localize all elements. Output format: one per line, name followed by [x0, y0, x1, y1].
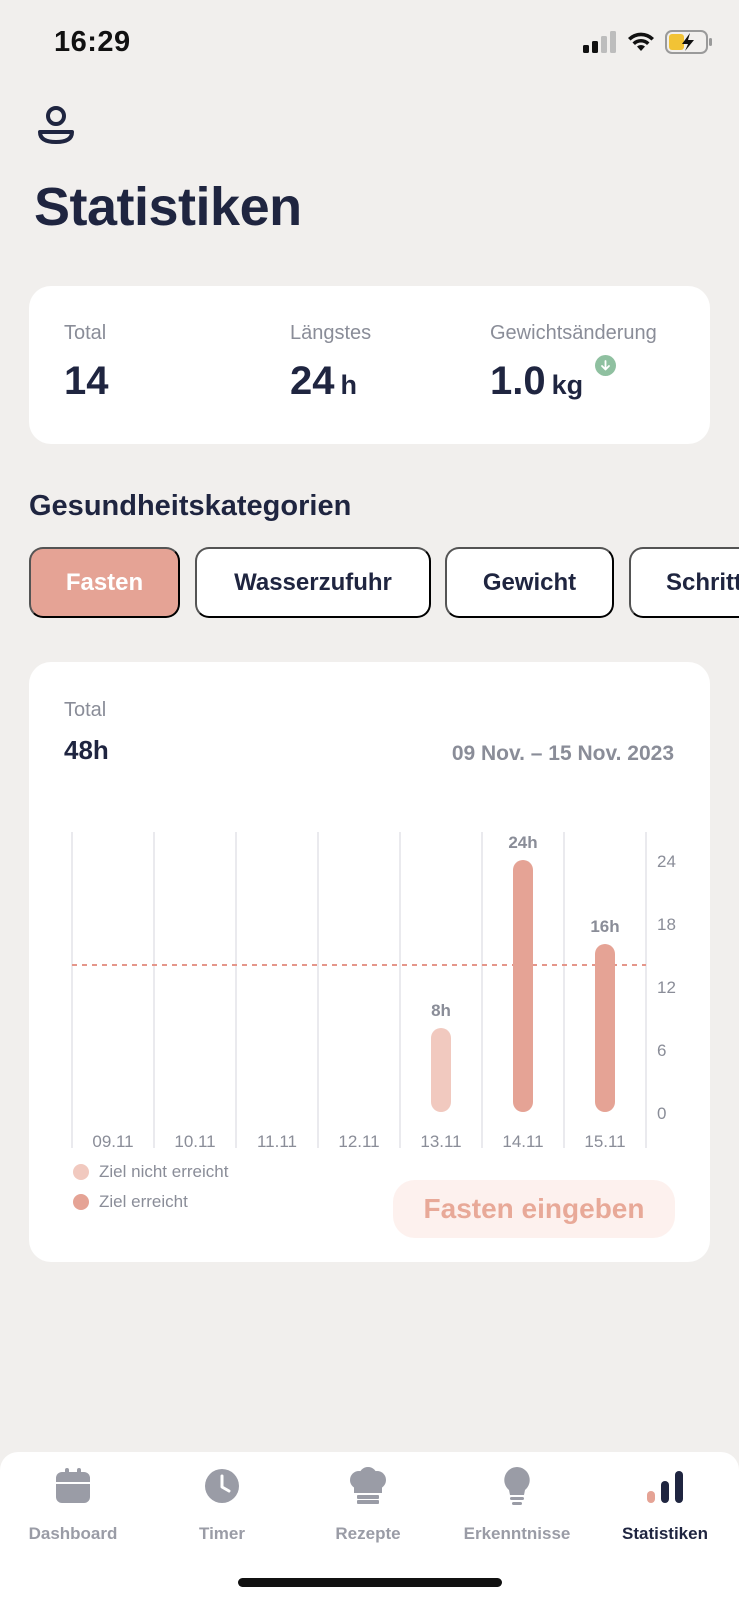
tab-label: Statistiken [622, 1524, 708, 1543]
summary-weight: Gewichtsänderung 1.0 kg [490, 322, 657, 404]
cellular-signal-icon [583, 31, 616, 53]
summary-total-label: Total [64, 322, 107, 344]
chart-bar [513, 860, 533, 1112]
calendar-icon [51, 1464, 95, 1508]
chart-data-label: 16h [590, 917, 619, 936]
summary-longest-value: 24 h [290, 359, 371, 404]
chart-bar [595, 944, 615, 1112]
chart-data-label: 8h [431, 1001, 451, 1020]
chart-y-tick-label: 18 [657, 915, 676, 934]
summary-longest-label: Längstes [290, 322, 372, 344]
profile-icon[interactable] [36, 104, 76, 148]
page-title: Statistiken [34, 177, 302, 237]
wifi-icon [628, 32, 654, 51]
summary-total-number: 14 [64, 359, 109, 403]
chart-y-tick-label: 6 [657, 1041, 666, 1060]
legend-dot-reached [73, 1194, 89, 1210]
chip-schritte[interactable]: Schritte [629, 547, 739, 618]
summary-weight-value: 1.0 kg [490, 355, 657, 404]
chart-date-range: 09 Nov. – 15 Nov. 2023 [451, 742, 674, 765]
tab-rezepte[interactable]: Rezepte [298, 1464, 438, 1544]
tab-label: Dashboard [28, 1524, 118, 1543]
summary-weight-label: Gewichtsänderung [490, 322, 657, 344]
legend-label-reached: Ziel erreicht [99, 1192, 188, 1211]
chart-x-tick-label: 09.11 [92, 1132, 133, 1151]
arrow-down-icon [595, 355, 617, 376]
status-time: 16:29 [54, 26, 131, 58]
legend-label-not-reached: Ziel nicht erreicht [99, 1162, 229, 1181]
summary-longest: Längstes 24 h [290, 322, 371, 404]
tab-label: Erkenntnisse [463, 1524, 571, 1543]
tab-label: Rezepte [335, 1524, 401, 1543]
tab-bar: Dashboard Timer Rezepte [0, 1452, 739, 1600]
chart-bar [431, 1028, 451, 1112]
summary-longest-unit: h [340, 370, 358, 400]
chart-y-tick-label: 12 [657, 978, 676, 997]
tab-timer[interactable]: Timer [152, 1464, 292, 1544]
chart-x-tick-label: 14.11 [502, 1132, 543, 1151]
chip-wasserzufuhr[interactable]: Wasserzufuhr [195, 547, 431, 618]
chip-fasten[interactable]: Fasten [29, 547, 180, 618]
chart-x-tick-label: 12.11 [338, 1132, 379, 1151]
category-chips: Fasten Wasserzufuhr Gewicht Schritte [29, 547, 739, 619]
chart-x-tick-label: 15.11 [584, 1132, 625, 1151]
chart-total-value: 48h [64, 735, 109, 765]
chart-total-label: Total [64, 699, 107, 721]
chef-hat-icon [346, 1464, 390, 1508]
home-indicator [238, 1578, 502, 1587]
battery-charging-icon [665, 30, 712, 54]
summary-longest-number: 24 [290, 359, 335, 403]
chart-x-tick-label: 11.11 [257, 1132, 297, 1151]
lightbulb-icon [495, 1464, 539, 1508]
chart-x-tick-label: 10.11 [174, 1132, 215, 1151]
tab-dashboard[interactable]: Dashboard [3, 1464, 143, 1544]
legend-item-not-reached: Ziel nicht erreicht [73, 1157, 228, 1187]
chart-y-tick-label: 24 [657, 852, 676, 871]
legend-dot-not-reached [73, 1164, 89, 1180]
categories-title: Gesundheitskategorien [29, 490, 352, 522]
tab-erkenntnisse[interactable]: Erkenntnisse [447, 1464, 587, 1544]
chart-data-label: 24h [508, 833, 537, 852]
enter-fast-button[interactable]: Fasten eingeben [393, 1180, 675, 1238]
tab-label: Timer [199, 1524, 245, 1543]
summary-weight-number: 1.0 [490, 359, 546, 403]
legend-item-reached: Ziel erreicht [73, 1187, 228, 1217]
chart-legend: Ziel nicht erreicht Ziel erreicht [73, 1157, 228, 1217]
clock-icon [200, 1464, 244, 1508]
chart-y-tick-label: 0 [657, 1104, 666, 1123]
status-bar: 16:29 [0, 0, 739, 90]
chart-x-tick-label: 13.11 [420, 1132, 461, 1151]
bar-chart-icon [643, 1464, 687, 1508]
summary-weight-unit: kg [551, 370, 584, 400]
summary-total-value: 14 [64, 359, 109, 404]
summary-total: Total 14 [64, 322, 109, 404]
tab-statistiken[interactable]: Statistiken [595, 1464, 735, 1544]
status-icons [583, 30, 713, 54]
summary-card: Total 14 Längstes 24 h Gewichtsänderung … [29, 286, 710, 444]
chart-card: Total 48h 09 Nov. – 15 Nov. 2023 0 6 12 18 2… [29, 662, 710, 1262]
chip-gewicht[interactable]: Gewicht [445, 547, 614, 618]
fasting-bar-chart: 0 6 12 18 24 09.11 10.11 11.11 12.11 13.11 8h 14.11… [71, 832, 676, 1151]
